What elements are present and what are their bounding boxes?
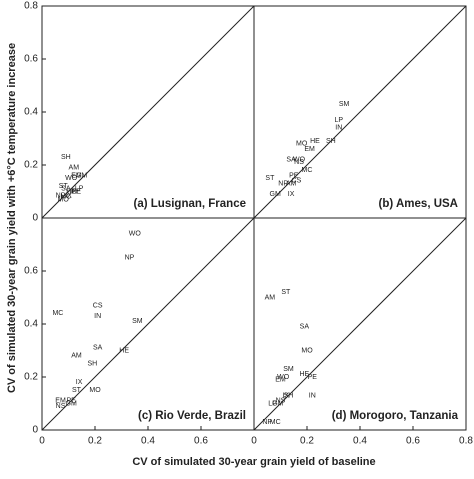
one-to-one-line <box>41 217 255 431</box>
y-tick-label: 0.4 <box>24 319 38 330</box>
point-label: ST <box>265 175 275 182</box>
point-label: SA <box>300 323 310 330</box>
y-tick-label: 0.2 <box>24 160 38 171</box>
point-label: EM <box>71 172 82 179</box>
y-axis-label: CV of simulated 30-year grain yield with… <box>6 43 18 393</box>
x-axis-label: CV of simulated 30-year grain yield of b… <box>132 456 375 468</box>
point-label: SH <box>284 392 294 399</box>
point-label: SM <box>132 318 143 325</box>
point-label: LP <box>335 117 344 124</box>
point-label: IX <box>65 192 72 199</box>
point-label: SM <box>283 366 294 373</box>
point-label: SA <box>61 186 71 193</box>
point-label: AM <box>71 353 82 360</box>
point-label: IX <box>282 392 289 399</box>
point-label: MC <box>52 310 63 317</box>
point-label: SH <box>61 154 71 161</box>
point-label: HE <box>66 188 76 195</box>
x-tick-label: 0.6 <box>194 436 208 447</box>
point-label: IN <box>94 313 101 320</box>
point-label: SA <box>93 345 103 352</box>
panel-title: (a) Lusignan, France <box>134 198 246 210</box>
point-label: SH <box>326 138 336 145</box>
point-label: IN <box>70 188 77 195</box>
y-tick-label: 0.8 <box>24 1 38 12</box>
panel-title: (d) Morogoro, Tanzania <box>332 410 459 422</box>
point-label: EM <box>275 376 286 383</box>
point-label: LP <box>75 186 84 193</box>
panel-title: (c) Rio Verde, Brazil <box>138 410 246 422</box>
point-label: EM <box>55 398 66 405</box>
point-label: MO <box>296 141 308 148</box>
point-label: AM <box>69 164 80 171</box>
point-label: HE <box>310 138 320 145</box>
x-tick-label: 0.4 <box>353 436 367 447</box>
point-label: WO <box>293 157 306 164</box>
one-to-one-line <box>253 5 467 219</box>
point-label: IN <box>335 125 342 132</box>
point-label: ST <box>59 183 69 190</box>
point-label: HE <box>119 347 129 354</box>
y-tick-label: 0 <box>32 213 38 224</box>
point-label: MC <box>302 167 313 174</box>
point-label: GM <box>66 400 77 407</box>
point-label: NP <box>125 255 135 262</box>
x-tick-label: 0.6 <box>406 436 420 447</box>
point-label: WO <box>65 175 78 182</box>
point-label: NP <box>278 180 288 187</box>
point-label: WO <box>277 374 290 381</box>
x-tick-label: 0.4 <box>141 436 155 447</box>
point-label: PE <box>308 374 318 381</box>
point-label: CS <box>292 178 302 185</box>
point-label: NP <box>262 419 272 426</box>
y-tick-label: 0.6 <box>24 54 38 65</box>
point-label: IN <box>309 392 316 399</box>
point-label: NS <box>56 403 66 410</box>
point-label: SH <box>87 361 97 368</box>
point-label: PE <box>72 188 82 195</box>
point-label: MC <box>270 419 281 426</box>
one-to-one-line <box>41 5 255 219</box>
one-to-one-line <box>253 217 467 431</box>
point-label: SM <box>339 101 350 108</box>
x-tick-label: 0 <box>39 436 45 447</box>
point-label: MO <box>58 196 70 203</box>
point-label: GM <box>76 172 87 179</box>
point-label: IX <box>76 379 83 386</box>
point-label: IX <box>288 191 295 198</box>
point-label: AM <box>265 294 276 301</box>
point-label: WO <box>129 231 142 238</box>
point-label: EM <box>304 146 315 153</box>
point-label: HE <box>299 371 309 378</box>
x-tick-label: 0 <box>251 436 257 447</box>
x-tick-label: 0.2 <box>88 436 102 447</box>
point-label: PE <box>289 172 299 179</box>
panel-title: (b) Ames, USA <box>379 198 458 210</box>
point-label: GM <box>270 191 281 198</box>
point-label: ST <box>72 387 82 394</box>
y-tick-label: 0.4 <box>24 107 38 118</box>
point-label: AM <box>286 180 297 187</box>
x-tick-label: 0.8 <box>459 436 473 447</box>
point-label: NS <box>294 159 304 166</box>
point-label: SA <box>286 157 296 164</box>
point-label: GM <box>272 400 283 407</box>
x-tick-label: 0.2 <box>300 436 314 447</box>
point-label: NP <box>56 192 66 199</box>
point-label: CS <box>93 302 103 309</box>
point-label: MO <box>89 387 101 394</box>
y-tick-label: 0.6 <box>24 266 38 277</box>
point-label: PE <box>66 398 76 405</box>
point-label: MC <box>60 194 71 201</box>
point-label: NS <box>276 398 286 405</box>
y-tick-label: 0.2 <box>24 372 38 383</box>
point-label: LP <box>268 400 277 407</box>
point-label: MO <box>301 347 313 354</box>
point-label: ST <box>281 289 291 296</box>
y-tick-label: 0 <box>32 425 38 436</box>
